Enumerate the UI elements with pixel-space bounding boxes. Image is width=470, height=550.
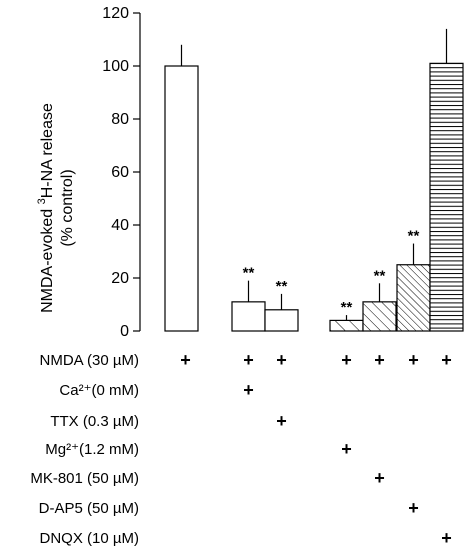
condition-mark: +: [408, 498, 419, 518]
y-axis-ticks: 0 20 40 60 80 100 120: [102, 5, 140, 340]
condition-mark: +: [276, 411, 287, 431]
condition-label: TTX (0.3 µM): [50, 413, 139, 430]
condition-label: DNQX (10 µM): [40, 530, 140, 547]
condition-mark: +: [374, 468, 385, 488]
conditions-table: NMDA (30 µM) + + + + + + + Ca²⁺(0 mM) + TTX (0.3 µ…: [30, 350, 451, 548]
significance-label: **: [341, 299, 353, 316]
condition-mark: +: [341, 439, 352, 459]
y-axis-title: NMDA-evoked 3H-NA release: [36, 103, 56, 313]
y-tick-label: 100: [102, 58, 129, 75]
bar: [329, 319, 364, 332]
condition-label: MK-801 (50 µM): [30, 470, 139, 487]
bar: [362, 301, 397, 332]
significance-label: **: [374, 267, 386, 284]
condition-label: D-AP5 (50 µM): [39, 500, 139, 517]
condition-mark: +: [243, 380, 254, 400]
significance-label: **: [408, 228, 420, 245]
condition-mark: +: [276, 350, 287, 370]
bar: [264, 309, 299, 332]
y-tick-label: 0: [120, 323, 129, 340]
bars: ** ** ** ** **: [164, 28, 464, 332]
bar: [164, 65, 199, 332]
bar: [396, 264, 431, 332]
y-tick-label: 60: [111, 164, 129, 181]
y-tick-label: 80: [111, 111, 129, 128]
condition-mark: +: [374, 350, 385, 370]
condition-label: Ca²⁺(0 mM): [59, 382, 139, 399]
y-tick-label: 40: [111, 217, 129, 234]
condition-mark: +: [441, 528, 452, 548]
y-axis-subtitle: (% control): [59, 169, 76, 246]
y-tick-label: 120: [102, 5, 129, 22]
condition-mark: +: [408, 350, 419, 370]
significance-label: **: [243, 265, 255, 282]
condition-mark: +: [243, 350, 254, 370]
condition-label: NMDA (30 µM): [40, 352, 140, 369]
significance-label: **: [276, 278, 288, 295]
condition-label: Mg²⁺(1.2 mM): [45, 441, 139, 458]
condition-mark: +: [180, 350, 191, 370]
y-tick-label: 20: [111, 270, 129, 287]
condition-mark: +: [441, 350, 452, 370]
condition-mark: +: [341, 350, 352, 370]
bar: [231, 301, 266, 332]
bar: [429, 62, 464, 332]
